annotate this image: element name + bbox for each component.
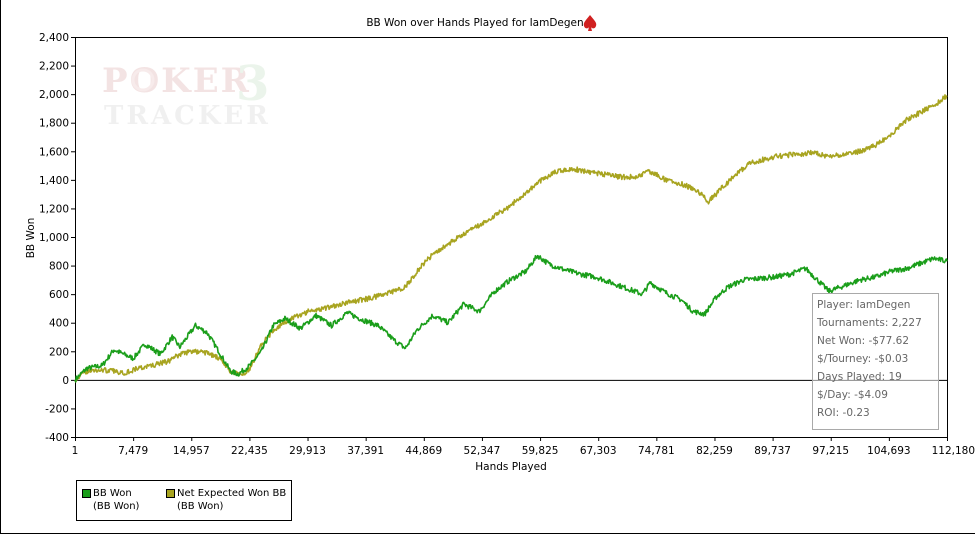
svg-text:TRACKER: TRACKER bbox=[104, 101, 271, 131]
x-tick-label: 44,869 bbox=[405, 445, 442, 457]
series-line-bb-won bbox=[74, 254, 948, 383]
stats-days-played: Days Played: 19 bbox=[817, 371, 902, 383]
chart-title: BB Won over Hands Played for IamDegen bbox=[366, 17, 583, 29]
stats-per-tourney: $/Tourney: -$0.03 bbox=[817, 353, 909, 365]
stats-panel: Player: IamDegen Tournaments: 2,227 Net … bbox=[812, 293, 939, 430]
stats-roi: ROI: -0.23 bbox=[817, 407, 870, 419]
x-tick-label: 1 bbox=[72, 445, 79, 457]
y-axis: 2,400 2,200 2,000 1,800 1,600 1,400 1,200 1,000… bbox=[39, 32, 75, 444]
legend-swatch-bb-won bbox=[82, 489, 91, 498]
y-tick-label: 200 bbox=[49, 346, 69, 358]
legend-swatch-expected bbox=[166, 489, 175, 498]
poker-tracker-watermark: POKER 3 TRACKER bbox=[102, 56, 271, 131]
x-tick-label: 82,259 bbox=[696, 445, 733, 457]
y-tick-label: 2,400 bbox=[39, 32, 69, 44]
stats-per-day: $/Day: -$4.09 bbox=[817, 389, 888, 401]
y-tick-label: 1,000 bbox=[39, 232, 69, 244]
x-tick-label: 104,693 bbox=[867, 445, 910, 457]
y-tick-label: -400 bbox=[45, 432, 69, 444]
y-tick-label: 0 bbox=[62, 375, 69, 387]
y-tick-label: 1,400 bbox=[39, 175, 69, 187]
x-axis: 1 7,479 14,957 22,435 29,913 37,391 44,869 52,3… bbox=[72, 437, 975, 457]
y-tick-label: 1,800 bbox=[39, 118, 69, 130]
x-tick-label: 74,781 bbox=[638, 445, 675, 457]
x-tick-label: 89,737 bbox=[754, 445, 791, 457]
series-layer bbox=[74, 94, 948, 383]
stats-player: Player: IamDegen bbox=[817, 299, 911, 311]
svg-text:3: 3 bbox=[236, 56, 269, 112]
x-tick-label: 52,347 bbox=[464, 445, 501, 457]
y-tick-label: 600 bbox=[49, 289, 69, 301]
x-axis-label: Hands Played bbox=[475, 461, 546, 473]
y-tick-label: 2,200 bbox=[39, 61, 69, 73]
legend-sub-expected: (BB Won) bbox=[177, 501, 224, 512]
x-tick-label: 97,215 bbox=[812, 445, 849, 457]
spade-icon bbox=[583, 15, 597, 31]
legend-sub-bb-won: (BB Won) bbox=[93, 501, 140, 512]
y-tick-label: 400 bbox=[49, 318, 69, 330]
y-tick-label: 2,000 bbox=[39, 89, 69, 101]
x-tick-label: 14,957 bbox=[173, 445, 210, 457]
x-tick-label: 112,180 bbox=[932, 445, 975, 457]
legend-label-bb-won: BB Won bbox=[93, 488, 132, 499]
x-tick-label: 7,479 bbox=[118, 445, 148, 457]
y-tick-label: 1,600 bbox=[39, 146, 69, 158]
plot-area bbox=[75, 37, 948, 438]
y-axis-label: BB Won bbox=[25, 218, 37, 259]
stats-tournaments: Tournaments: 2,227 bbox=[817, 317, 922, 329]
x-tick-label: 59,825 bbox=[522, 445, 559, 457]
x-tick-label: 37,391 bbox=[347, 445, 384, 457]
legend-label-expected: Net Expected Won BB bbox=[177, 488, 287, 499]
x-tick-label: 22,435 bbox=[231, 445, 268, 457]
y-tick-label: -200 bbox=[45, 403, 69, 415]
legend: BB Won (BB Won) Net Expected Won BB (BB Wo… bbox=[76, 480, 292, 521]
stats-net-won: Net Won: -$77.62 bbox=[817, 335, 910, 347]
y-tick-label: 800 bbox=[49, 261, 69, 273]
y-tick-label: 1,200 bbox=[39, 203, 69, 215]
svg-text:POKER: POKER bbox=[102, 61, 251, 101]
x-tick-label: 29,913 bbox=[289, 445, 326, 457]
x-tick-label: 67,303 bbox=[580, 445, 617, 457]
